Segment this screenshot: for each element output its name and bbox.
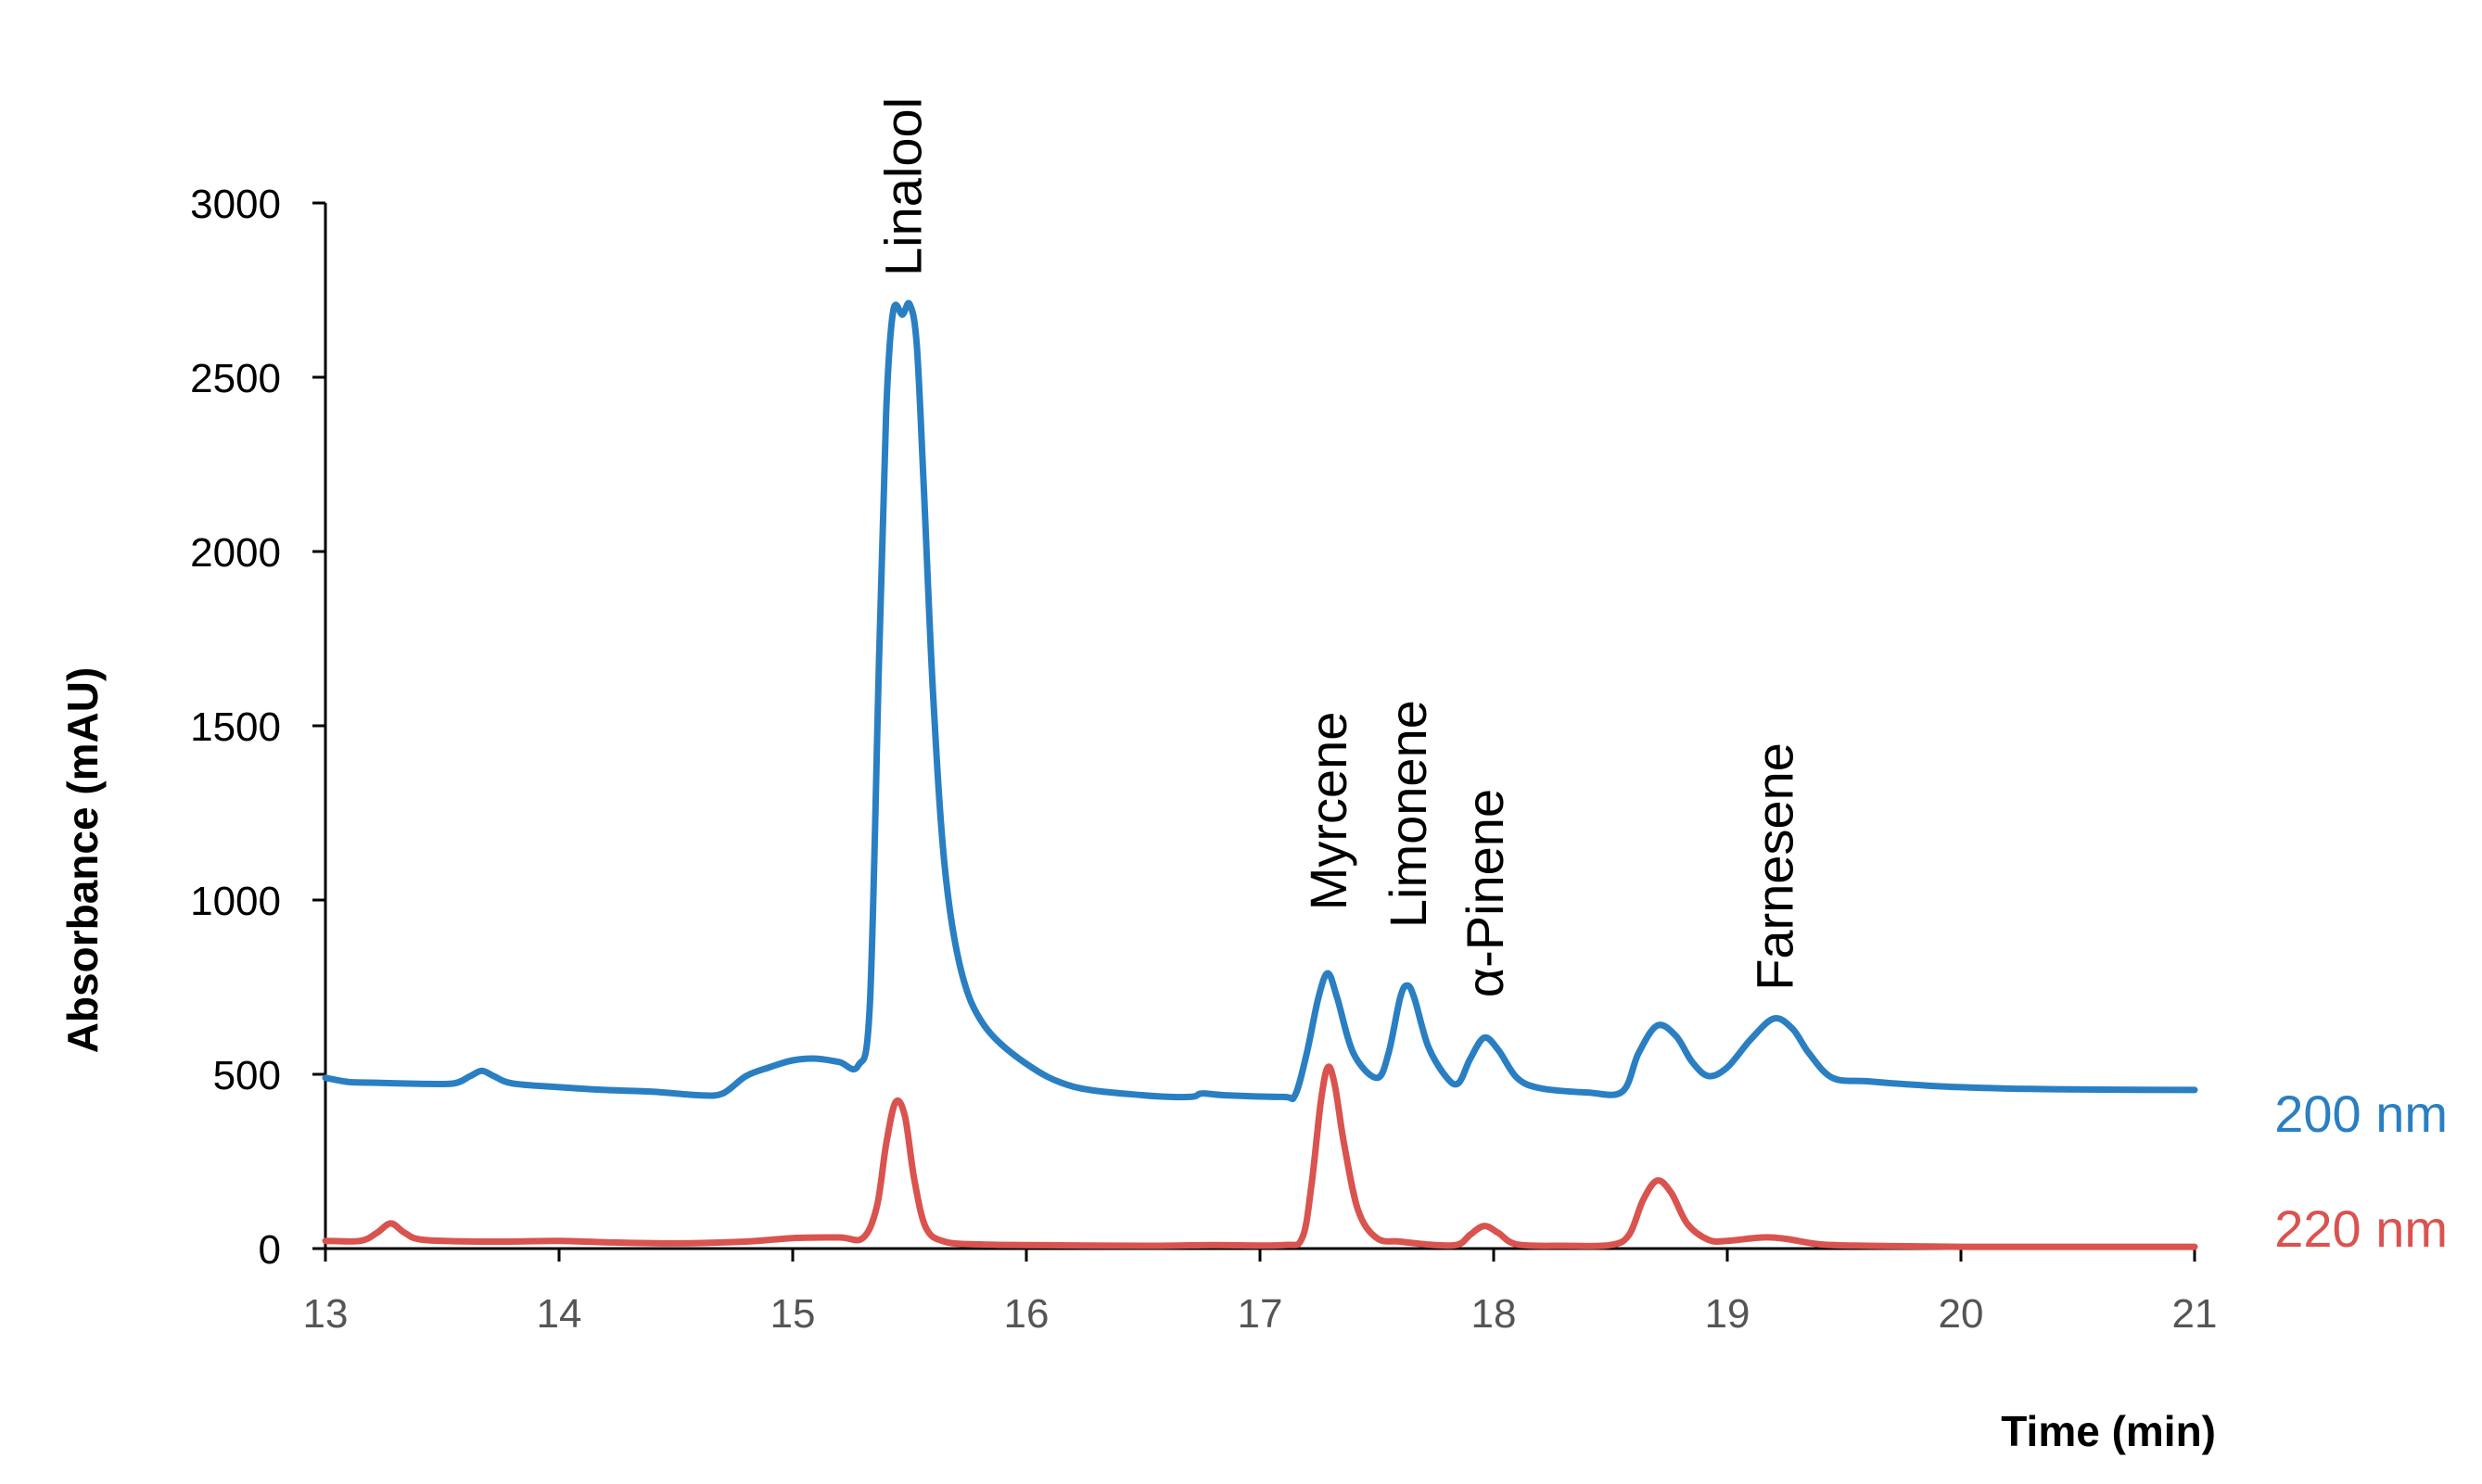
series-lines (322, 299, 2198, 1250)
y-axis-title: Absorbance (mAU) (58, 667, 107, 1054)
x-tick-label: 21 (2172, 1291, 2218, 1337)
peak-label: Farnesene (1745, 742, 1803, 991)
peak-label: Linalool (873, 97, 932, 276)
y-tick-label: 2500 (190, 356, 281, 401)
series-line-200-nm (322, 299, 2198, 1103)
series-labels: 200 nm 220 nm (2274, 1084, 2448, 1258)
y-tick-label: 0 (259, 1227, 281, 1273)
peak-annotations: Linalool Myrcene Limonene α-Pinene Farnesene (873, 97, 1803, 997)
series-label-200-nm: 200 nm (2274, 1084, 2448, 1143)
peak-label: α-Pinene (1456, 789, 1514, 997)
series-label-220-nm: 220 nm (2274, 1199, 2448, 1258)
x-tick-label: 15 (770, 1291, 816, 1337)
x-tick-label: 17 (1238, 1291, 1283, 1337)
y-tick-label: 1000 (190, 879, 281, 924)
peak-label: Limonene (1379, 700, 1437, 928)
x-tick-label: 14 (537, 1291, 582, 1337)
series-line-220-nm (322, 1063, 2198, 1250)
x-axis-title: Time (min) (2001, 1407, 2216, 1455)
x-tick-label: 13 (303, 1291, 349, 1337)
y-tick-label: 1500 (190, 704, 281, 750)
x-tick-label: 19 (1705, 1291, 1750, 1337)
axes: 0 500 1000 1500 2000 2500 3000 13 14 15 16 17 18 19 2… (190, 182, 2217, 1337)
x-axis-ticks: 13 14 15 16 17 18 19 20 21 (303, 1249, 2218, 1337)
x-tick-label: 16 (1004, 1291, 1050, 1337)
peak-label: Myrcene (1299, 712, 1357, 911)
y-tick-label: 3000 (190, 182, 281, 227)
x-tick-label: 20 (1939, 1291, 1984, 1337)
x-tick-label: 18 (1471, 1291, 1517, 1337)
y-axis-ticks: 0 500 1000 1500 2000 2500 3000 (190, 182, 325, 1273)
y-tick-label: 500 (213, 1053, 281, 1098)
y-tick-label: 2000 (190, 530, 281, 576)
